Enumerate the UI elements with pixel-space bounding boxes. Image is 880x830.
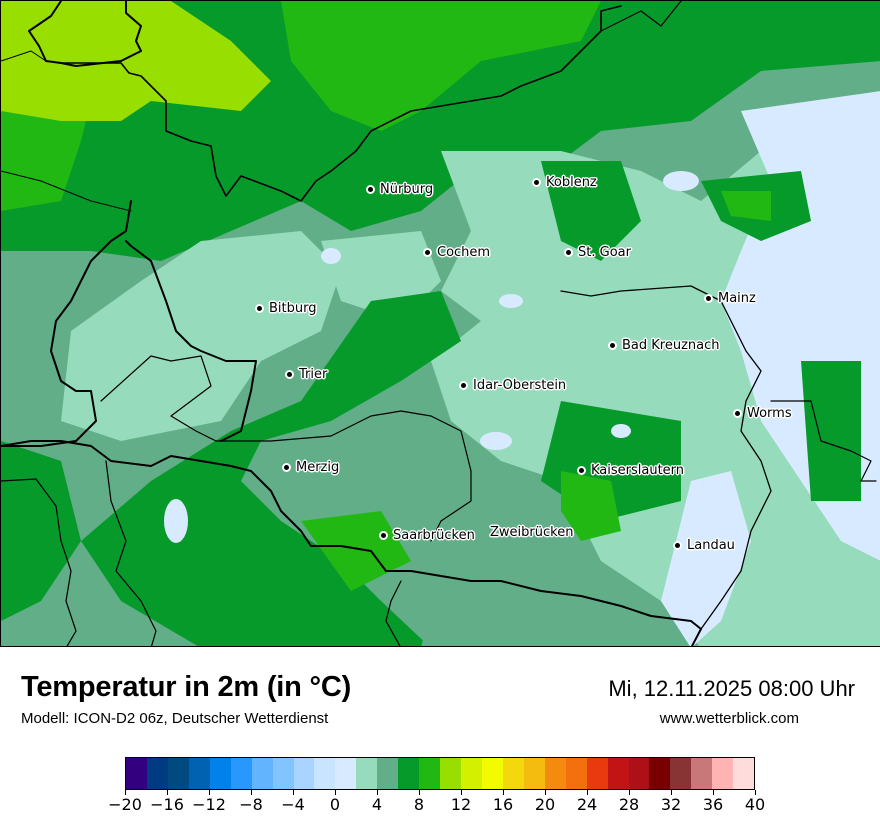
- website-link[interactable]: www.wetterblick.com: [659, 710, 799, 727]
- colorbar-segment: [649, 758, 671, 789]
- colorbar-tick-label: −20: [108, 795, 142, 814]
- colorbar-tick-mark: [208, 790, 210, 795]
- city-dot-icon: [381, 533, 386, 538]
- city-dot-icon: [284, 465, 289, 470]
- colorbar-tick-label: 40: [744, 795, 766, 814]
- city-dot-icon: [257, 306, 262, 311]
- city-label-cochem: Cochem: [425, 245, 490, 260]
- colorbar-segment: [712, 758, 734, 789]
- colorbar-segment: [440, 758, 461, 789]
- colorbar-segment: [272, 758, 294, 789]
- city-dot-icon: [287, 372, 292, 377]
- colorbar-segment: [209, 758, 231, 789]
- map-title: Temperatur in 2m (in °C): [21, 671, 352, 703]
- city-dot-icon: [425, 250, 430, 255]
- colorbar-tick-label: 0: [329, 795, 341, 814]
- colorbar-segment: [188, 758, 210, 789]
- city-label-bitburg: Bitburg: [257, 301, 317, 316]
- colorbar-tick-mark: [502, 790, 504, 795]
- colorbar-segment: [335, 758, 357, 789]
- city-dot-icon: [534, 180, 539, 185]
- colorbar-segment: [733, 758, 755, 789]
- colorbar-tick-mark: [544, 790, 546, 795]
- colorbar-tick-label: 12: [450, 795, 472, 814]
- temperature-colorbar: [125, 757, 755, 790]
- city-label-merzig: Merzig: [284, 460, 339, 475]
- colorbar-segment: [523, 758, 545, 789]
- colorbar-segment: [356, 758, 378, 789]
- colorbar-tick-mark: [586, 790, 588, 795]
- city-dot-icon: [735, 411, 740, 416]
- valid-datetime: Mi, 12.11.2025 08:00 Uhr: [608, 676, 855, 701]
- city-dot-icon: [579, 468, 584, 473]
- colorbar-segment: [670, 758, 692, 789]
- colorbar-segment: [167, 758, 189, 789]
- colorbar-segment: [691, 758, 713, 789]
- colorbar-segment: [251, 758, 273, 789]
- model-source: Modell: ICON-D2 06z, Deutscher Wetterdie…: [21, 710, 329, 727]
- colorbar-tick-label: −16: [150, 795, 184, 814]
- colorbar-tick-mark: [166, 790, 168, 795]
- city-label-idar-oberstein: Idar-Oberstein: [461, 378, 566, 393]
- city-dot-icon: [675, 543, 680, 548]
- city-label-st-goar: St. Goar: [566, 245, 631, 260]
- city-label-saarbruecken: Saarbrücken: [381, 528, 475, 543]
- colorbar-tick-label: −4: [281, 795, 305, 814]
- colorbar-segment: [146, 758, 168, 789]
- city-label-mainz: Mainz: [706, 291, 756, 306]
- colorbar-tick-label: −8: [239, 795, 263, 814]
- colorbar-tick-mark: [124, 790, 126, 795]
- colorbar-segment: [544, 758, 566, 789]
- colorbar-segment: [502, 758, 524, 789]
- colorbar-segment: [314, 758, 336, 789]
- colorbar-segment: [607, 758, 629, 789]
- temperature-field: [1, 1, 880, 646]
- colorbar-segment: [586, 758, 608, 789]
- colorbar-segment: [419, 758, 441, 789]
- colorbar-tick-label: 16: [492, 795, 514, 814]
- city-label-nuerburg: Nürburg: [368, 182, 433, 197]
- colorbar-tick-mark: [754, 790, 756, 795]
- colorbar-segment: [481, 758, 503, 789]
- city-dot-icon: [368, 187, 373, 192]
- colorbar-tick-label: 36: [702, 795, 724, 814]
- colorbar-tick-mark: [418, 790, 420, 795]
- colorbar-tick-label: −12: [192, 795, 226, 814]
- colorbar-tick-label: 20: [534, 795, 556, 814]
- colorbar-segment: [126, 758, 147, 789]
- colorbar-segment: [398, 758, 420, 789]
- city-label-trier: Trier: [287, 367, 327, 382]
- city-dot-icon: [706, 296, 711, 301]
- colorbar-tick-mark: [334, 790, 336, 795]
- colorbar-tick-mark: [376, 790, 378, 795]
- colorbar-segment: [230, 758, 252, 789]
- colorbar-tick-label: 28: [618, 795, 640, 814]
- colorbar-segment: [293, 758, 315, 789]
- colorbar-tick-label: 24: [576, 795, 598, 814]
- city-dot-icon: [461, 383, 466, 388]
- city-label-kaiserslautern: Kaiserslautern: [579, 463, 684, 478]
- colorbar-tick-label: 32: [660, 795, 682, 814]
- colorbar-tick-mark: [250, 790, 252, 795]
- city-dot-icon: [610, 343, 615, 348]
- colorbar-segment: [461, 758, 482, 789]
- city-label-landau: Landau: [675, 538, 735, 553]
- colorbar-tick-label: 4: [371, 795, 383, 814]
- colorbar-segment: [628, 758, 650, 789]
- colorbar-tick-mark: [292, 790, 294, 795]
- city-label-zweibruecken: Zweibrücken: [490, 525, 574, 540]
- colorbar-tick-label: 8: [413, 795, 425, 814]
- colorbar-tick-mark: [670, 790, 672, 795]
- temperature-map: Nürburg Koblenz Cochem St. Goar Bitburg …: [0, 0, 880, 647]
- colorbar-tick-mark: [712, 790, 714, 795]
- city-label-koblenz: Koblenz: [534, 175, 597, 190]
- colorbar-tick-mark: [628, 790, 630, 795]
- city-label-worms: Worms: [735, 406, 792, 421]
- city-label-bad-kreuznach: Bad Kreuznach: [610, 338, 720, 353]
- colorbar-segment: [565, 758, 587, 789]
- colorbar-segment: [377, 758, 399, 789]
- colorbar-tick-mark: [460, 790, 462, 795]
- city-dot-icon: [566, 250, 571, 255]
- colorbar-ticks: −20 −16 −12 −8 −4 0 4 8 12 16 20 24 28 32 36 40: [108, 790, 765, 820]
